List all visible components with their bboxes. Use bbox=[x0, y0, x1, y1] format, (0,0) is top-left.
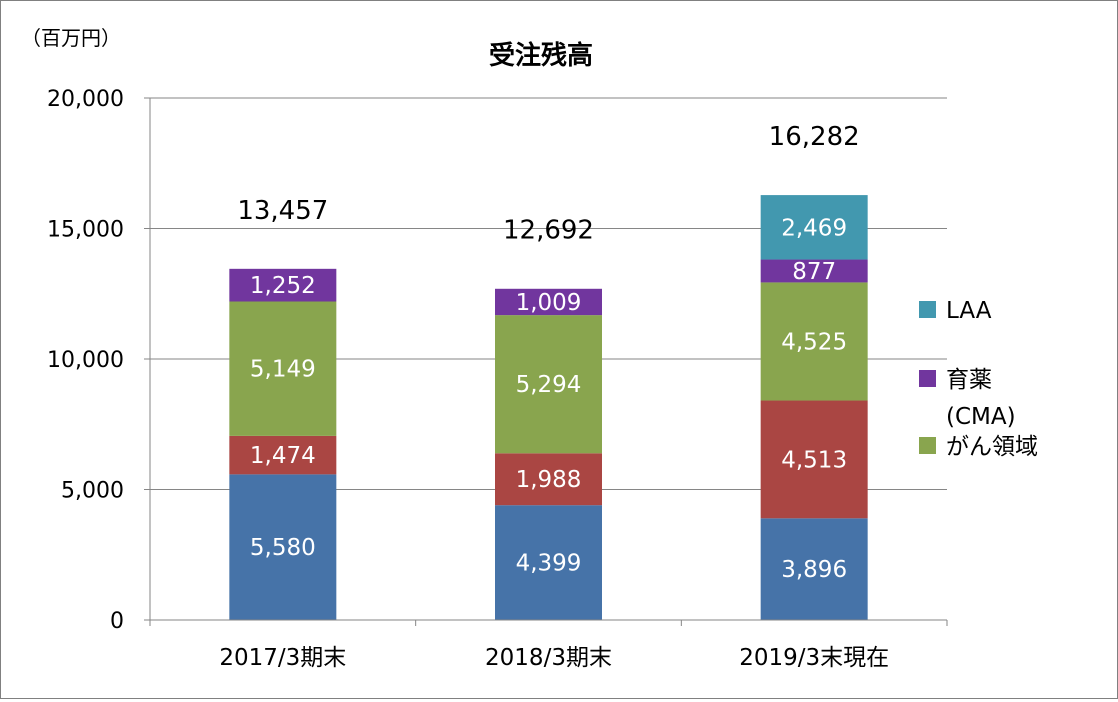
y-tick-label: 0 bbox=[110, 609, 124, 634]
x-category-label: 2019/3末現在 bbox=[739, 645, 889, 671]
bar-value-label: 877 bbox=[792, 259, 836, 285]
bar-value-label: 4,399 bbox=[516, 551, 582, 577]
bar-value-label: 5,294 bbox=[516, 372, 582, 398]
y-tick-label: 15,000 bbox=[47, 218, 124, 243]
bar-segment bbox=[495, 453, 602, 506]
bar-segment bbox=[495, 288, 602, 316]
y-tick-label: 10,000 bbox=[47, 348, 124, 373]
bar-segment bbox=[229, 301, 337, 436]
bar-segment bbox=[229, 435, 337, 475]
total-label: 12,692 bbox=[503, 216, 594, 246]
bar-value-label: 5,149 bbox=[250, 357, 316, 383]
y-tick-label: 20,000 bbox=[47, 87, 124, 112]
bar-segment bbox=[229, 474, 337, 620]
bar-segment bbox=[760, 259, 868, 283]
bar-value-label: 3,896 bbox=[781, 557, 847, 583]
y-tick-label: 5,000 bbox=[61, 479, 124, 504]
x-category-label: 2017/3期末 bbox=[219, 645, 346, 671]
bars: 5,580 1,474 5,149 1,252 13,457 4,399 1,988 5,29… bbox=[229, 122, 868, 620]
bar-segment bbox=[495, 315, 602, 454]
bar-value-label: 1,252 bbox=[250, 273, 316, 299]
bar-segment bbox=[760, 400, 868, 519]
bar-value-label: 1,474 bbox=[250, 443, 316, 469]
legend-swatch bbox=[919, 437, 936, 454]
legend-label: LAA bbox=[946, 298, 992, 324]
total-label: 16,282 bbox=[769, 122, 860, 152]
bar-value-label: 2,469 bbox=[781, 215, 847, 241]
bar-segment bbox=[495, 505, 602, 620]
bar-value-label: 5,580 bbox=[250, 535, 316, 561]
chart-title: 受注残高 bbox=[489, 40, 593, 71]
legend-label: 育薬 bbox=[946, 367, 992, 393]
bar-value-label: 1,988 bbox=[516, 467, 582, 493]
bar-segment bbox=[760, 282, 868, 401]
x-category-label: 2018/3期末 bbox=[485, 645, 612, 671]
bar-value-label: 4,525 bbox=[781, 329, 847, 355]
legend-swatch bbox=[919, 370, 936, 387]
legend-label: (CMA) bbox=[946, 404, 1016, 430]
bar-value-label: 1,009 bbox=[516, 290, 582, 316]
legend-label: がん領域 bbox=[946, 434, 1038, 460]
bar-value-label: 4,513 bbox=[781, 447, 847, 473]
legend-swatch bbox=[919, 301, 936, 318]
total-label: 13,457 bbox=[237, 196, 328, 226]
axes: 0 5,000 10,000 15,000 20,000 2017/3期末 2018/3期末… bbox=[47, 87, 948, 671]
bar-segment bbox=[229, 268, 337, 302]
bar-segment bbox=[760, 195, 868, 260]
unit-label: （百万円） bbox=[21, 26, 121, 50]
legend: LAA 育薬 (CMA) がん領域 bbox=[919, 298, 1038, 460]
bar-segment bbox=[760, 518, 868, 620]
